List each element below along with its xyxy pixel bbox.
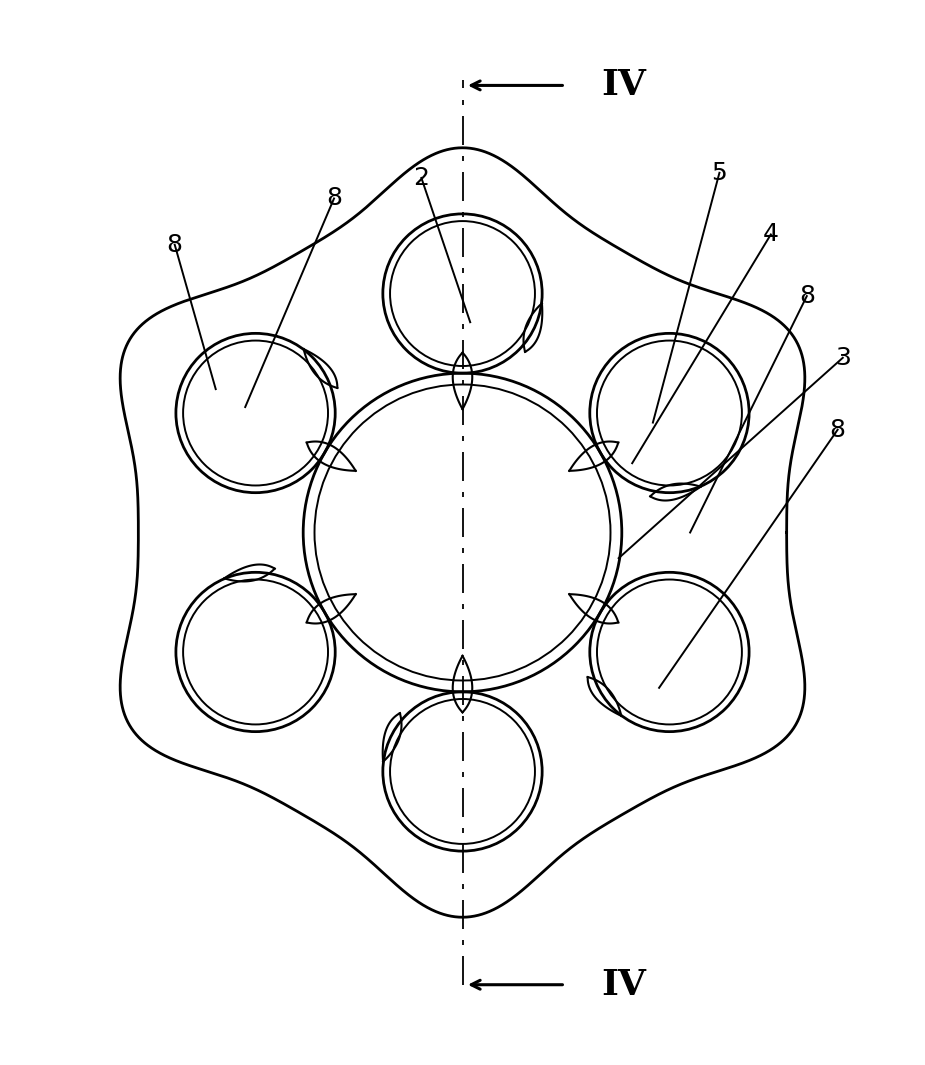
Text: 2: 2 <box>413 166 429 190</box>
Text: IV: IV <box>601 68 647 102</box>
Text: 4: 4 <box>763 223 779 246</box>
Text: 8: 8 <box>326 186 342 211</box>
Text: 8: 8 <box>830 417 845 442</box>
Text: IV: IV <box>601 968 647 1002</box>
Text: 3: 3 <box>835 346 851 370</box>
Text: 5: 5 <box>711 161 727 185</box>
Text: 8: 8 <box>799 284 815 308</box>
Text: 8: 8 <box>166 233 183 257</box>
